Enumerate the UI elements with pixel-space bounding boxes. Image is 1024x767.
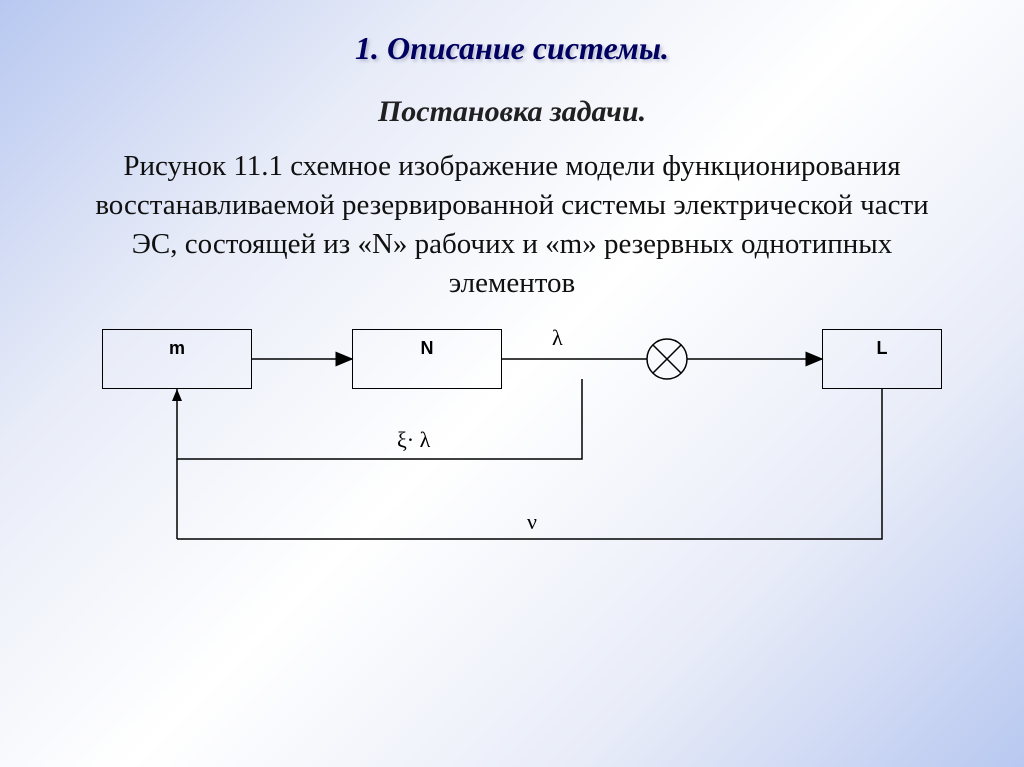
title: 1. Описание системы.: [40, 30, 984, 67]
body-text: Рисунок 11.1 схемное изображение модели …: [40, 147, 984, 304]
box-m-label: m: [169, 338, 185, 359]
box-n: N: [352, 329, 502, 389]
label-lambda: λ: [552, 325, 563, 351]
label-xi-lambda: ξ· λ: [397, 427, 430, 453]
system-diagram: m N L λ ξ· λ ν: [82, 329, 942, 589]
subtitle: Постановка задачи.: [40, 95, 984, 129]
box-n-label: N: [421, 338, 434, 359]
box-l-label: L: [877, 338, 888, 359]
label-nu: ν: [527, 509, 537, 535]
box-l: L: [822, 329, 942, 389]
box-m: m: [102, 329, 252, 389]
